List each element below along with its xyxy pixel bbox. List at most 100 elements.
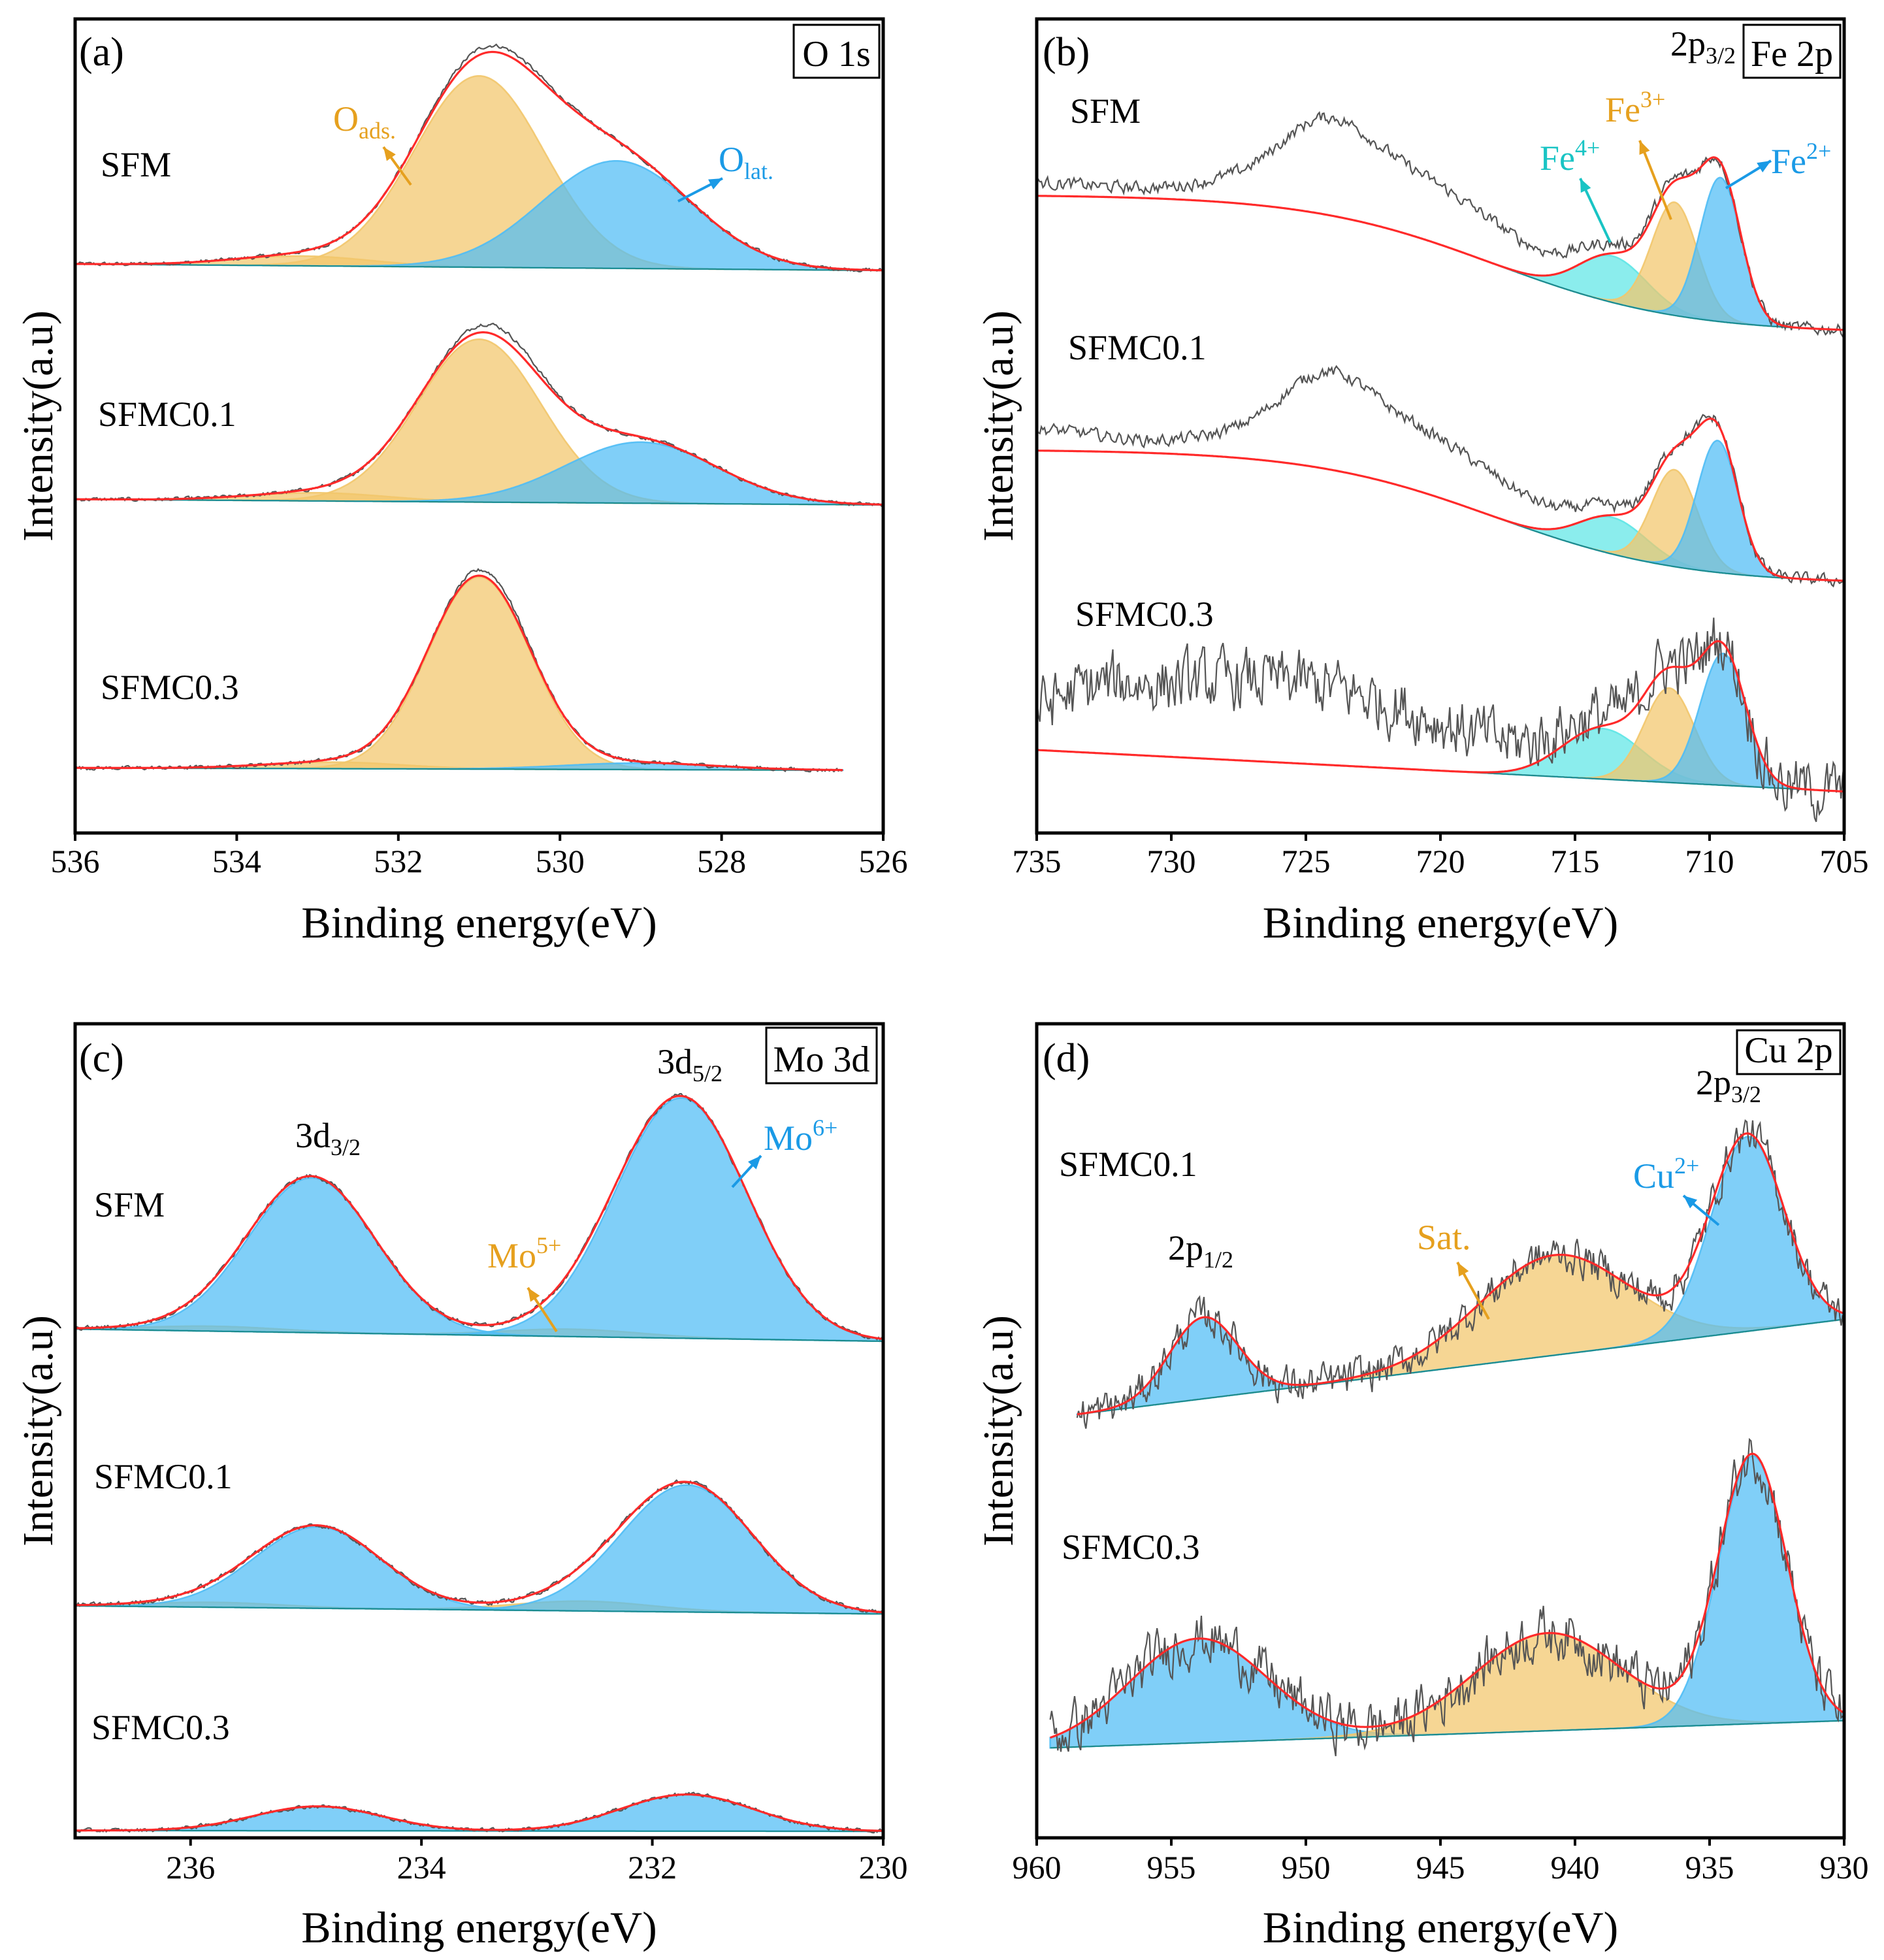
y-axis-title: Intensity(a.u) [14,310,62,542]
raw-data-line [1037,617,1844,823]
annotation-main: 2p [1696,1063,1731,1102]
annotation-main: 2p [1670,24,1706,63]
annotation-main: Cu [1633,1156,1674,1196]
x-tick-label: 710 [1685,843,1734,879]
raw-data-line [1037,365,1844,588]
x-tick-label: 232 [628,1849,677,1886]
annotation-subscript: 3/2 [1706,42,1736,69]
raw-data-line [1037,111,1844,338]
x-tick-label: 725 [1282,843,1331,879]
background-line [75,1328,883,1342]
background-line [75,263,883,271]
annotation-subscript: 3/2 [331,1134,361,1160]
sample-label: SFMC0.3 [91,1708,230,1747]
annotation-subscript: ads. [359,118,396,144]
annotation-mo5: Mo5+ [487,1232,561,1275]
sample-SFMC0.1 [1076,1119,1844,1429]
sample-SFMC0.3 [1049,1437,1844,1757]
x-tick-label: 528 [697,843,746,879]
x-axis-title: Binding energy(eV) [1263,898,1619,947]
annotation-cu2: Cu2+ [1633,1152,1699,1196]
fit-envelope-line [75,1480,883,1614]
element-title: O 1s [802,34,870,74]
x-axis-title: Binding energy(eV) [1263,1903,1619,1952]
sample-label: SFMC0.1 [98,395,236,434]
arrow-head-icon [1457,1262,1469,1277]
background-line [75,1605,883,1615]
annotation-subscript: 3/2 [1731,1081,1761,1107]
sample-SFMC0.1 [75,322,883,508]
arrow-head-icon [1580,178,1591,193]
sample-label: SFMC0.1 [1059,1145,1197,1184]
annotation-fe4: Fe4+ [1540,135,1600,178]
annotation-cu2p12: 2p1/2 [1168,1228,1233,1273]
x-tick-label: 955 [1147,1849,1196,1886]
element-title-box [1736,1029,1842,1075]
fit-envelope-line [75,331,883,506]
panel-label: (c) [79,1036,124,1081]
sample-label: SFMC0.3 [1075,595,1214,634]
panel-b: SFM SFMC0.1 SFMC0.3 735 730 725 720 715 710 705 Bi… [975,17,1869,947]
annotation-main: Mo [487,1236,536,1275]
background-line [1050,1720,1844,1749]
x-axis-title: Binding energy(eV) [301,1903,657,1952]
panel-label: (d) [1043,1036,1090,1081]
x-tick-label: 730 [1147,843,1196,879]
panel-label: (a) [79,30,124,74]
panel-label: (b) [1043,30,1090,74]
x-tick-label: 234 [397,1849,446,1886]
sample-SFMC0.1 [75,1479,883,1615]
annotation-fe2: Fe2+ [1771,138,1831,181]
x-axis-title: Binding energy(eV) [301,898,657,947]
sample-label: SFM [101,145,171,184]
arrow-head-icon [1683,1196,1698,1209]
fit-envelope-line [1037,640,1844,793]
fit-envelope-line [1037,156,1844,331]
plot-area [1037,111,1844,823]
x-tick-label: 935 [1685,1849,1734,1886]
annotation-main: O [719,140,744,179]
element-title: Cu 2p [1744,1030,1832,1071]
arrow-head-icon [383,147,396,161]
y-axis-title: Intensity(a.u) [14,1315,62,1546]
sample-SFM [75,1092,883,1343]
annotation-sat: Sat. [1417,1218,1471,1257]
x-tick-label: 236 [166,1849,215,1886]
fit-envelope-line [1050,1452,1844,1739]
sample-label: SFMC0.1 [94,1457,233,1496]
annotation-superscript: 2+ [1806,138,1831,164]
annotation-superscript: 3+ [1640,86,1665,112]
x-tick-label: 950 [1282,1849,1331,1886]
sample-SFMC0.3 [75,568,844,773]
annotation-main: Sat. [1417,1218,1471,1257]
annotation-cu2p32: 2p3/2 [1696,1063,1761,1107]
fit-envelope-line [75,50,883,272]
annotation-oads: Oads. [333,99,396,144]
annotation-subscript: lat. [744,158,773,184]
annotation-mo3d52: 3d5/2 [657,1042,723,1086]
x-tick-label: 960 [1013,1849,1062,1886]
x-tick-label: 534 [212,843,261,879]
x-tick-label: 532 [374,843,423,879]
sample-label: SFMC0.3 [101,668,239,707]
annotation-main: Fe [1605,90,1640,129]
background-line [1077,1318,1844,1415]
arrow-head-icon [747,1156,761,1169]
x-tick-label: 940 [1551,1849,1600,1886]
element-title-box [765,1026,878,1085]
annotation-main: Mo [764,1119,813,1158]
annotation-superscript: 2+ [1674,1152,1699,1179]
annotation-subscript: 5/2 [692,1060,723,1086]
x-tick-label: 720 [1416,843,1465,879]
x-tick-label: 715 [1551,843,1600,879]
element-title-box [1742,24,1842,79]
annotation-main: Fe [1771,142,1806,181]
annotation-main: 3d [295,1116,331,1155]
x-tick-label: 536 [51,843,100,879]
plot-area [75,43,883,773]
y-axis-title: Intensity(a.u) [975,1315,1022,1546]
arrow-head-icon [708,178,723,189]
fit-envelope-line [75,1094,883,1341]
arrow-head-icon [1639,140,1650,155]
